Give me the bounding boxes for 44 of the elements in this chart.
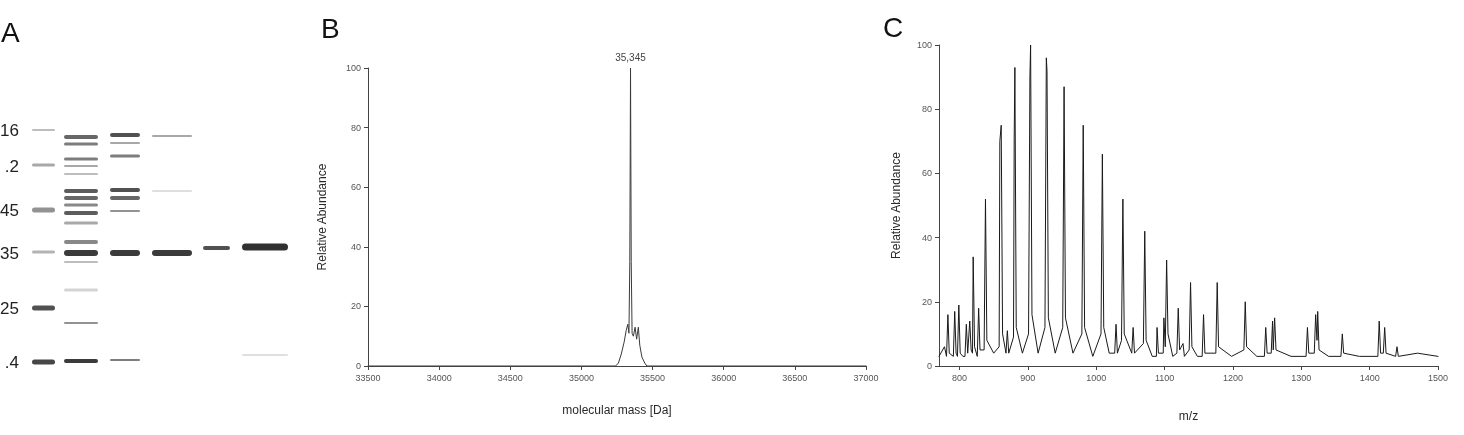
y-tick-label: 40 xyxy=(921,232,932,243)
y-axis-title: Relative Abundance xyxy=(315,163,329,271)
x-axis-title: m/z xyxy=(1178,409,1199,423)
annotation: 35,345 xyxy=(615,51,647,63)
text: 25 xyxy=(0,299,19,318)
y-tick-label: 60 xyxy=(350,182,361,193)
x-tick-label: 900 xyxy=(1020,372,1036,383)
x-tick-label: 34500 xyxy=(497,372,523,383)
y-tick-label: 80 xyxy=(921,104,932,115)
y-tick-label: 60 xyxy=(921,168,932,179)
chart-title: B xyxy=(321,12,340,44)
x-tick-label: 1500 xyxy=(1427,372,1449,383)
text: .2 xyxy=(4,157,19,176)
y-tick-label: 0 xyxy=(355,361,361,371)
text: 35 xyxy=(0,244,19,263)
y-axis-title: Relative Abundance xyxy=(889,151,903,259)
y-tick-label: 80 xyxy=(350,122,361,133)
x-tick-label: 37000 xyxy=(853,372,879,383)
line-series xyxy=(938,44,1439,357)
y-tick-label: 20 xyxy=(350,301,361,312)
y-tick-label: 0 xyxy=(926,361,932,371)
y-tick-label: 100 xyxy=(345,63,361,73)
line-series xyxy=(367,67,867,367)
y-tick-label: 40 xyxy=(350,241,361,252)
x-tick-label: 35500 xyxy=(640,372,666,383)
x-tick-label: 36000 xyxy=(711,372,737,383)
y-tick-label: 100 xyxy=(916,40,932,50)
x-tick-label: 34000 xyxy=(426,372,452,383)
x-tick-label: 36500 xyxy=(782,372,808,383)
x-tick-label: 1300 xyxy=(1291,372,1312,383)
y-tick-label: 20 xyxy=(921,296,932,307)
text: 45 xyxy=(0,201,19,220)
x-tick-label: 800 xyxy=(951,372,968,383)
chart-title: C xyxy=(883,11,904,43)
x-tick-label: 35000 xyxy=(568,372,594,383)
x-axis-title: molecular mass [Da] xyxy=(562,403,672,417)
text: .4 xyxy=(4,353,19,372)
text: 16 xyxy=(0,121,19,140)
x-tick-label: 1100 xyxy=(1154,372,1175,383)
x-tick-label: 1000 xyxy=(1086,372,1107,383)
text: A xyxy=(1,17,20,48)
x-tick-label: 1200 xyxy=(1222,372,1243,383)
x-tick-label: 1400 xyxy=(1359,372,1380,383)
x-tick-label: 33500 xyxy=(355,372,381,383)
